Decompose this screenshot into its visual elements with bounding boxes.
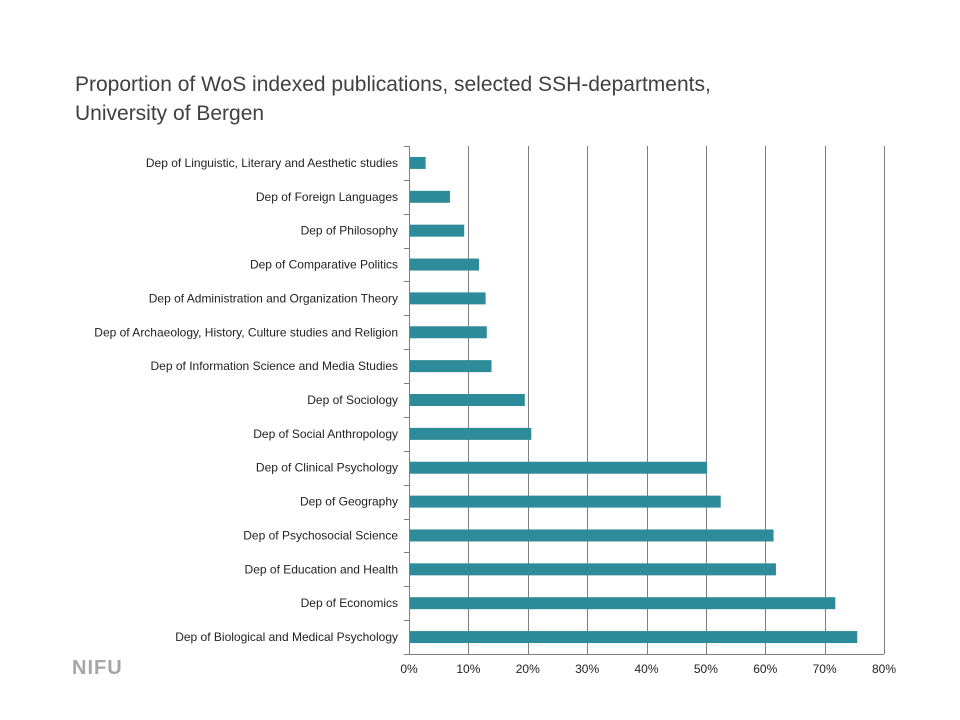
category-label: Dep of Economics	[301, 596, 398, 610]
category-label: Dep of Comparative Politics	[250, 258, 398, 272]
bar	[410, 563, 776, 576]
category-label: Dep of Education and Health	[245, 562, 398, 576]
bar	[410, 631, 858, 644]
bar	[410, 529, 774, 542]
bar	[410, 292, 486, 305]
x-tick-label: 70%	[813, 662, 837, 676]
bar	[410, 190, 450, 203]
page-title: Proportion of WoS indexed publications, …	[75, 70, 915, 128]
x-tick-label: 40%	[634, 662, 658, 676]
bar	[410, 495, 721, 508]
nifu-logo: NIFU	[72, 657, 123, 679]
x-tick-label: 50%	[694, 662, 718, 676]
bar	[410, 156, 426, 169]
x-tick-label: 60%	[753, 662, 777, 676]
category-label: Dep of Geography	[300, 495, 398, 509]
bar	[410, 326, 487, 339]
bar	[410, 394, 525, 406]
x-tick-label: 30%	[575, 662, 599, 676]
category-label: Dep of Linguistic, Literary and Aestheti…	[146, 156, 398, 170]
x-tick-label: 10%	[456, 662, 480, 676]
title-line-2: University of Bergen	[75, 102, 265, 125]
category-label: Dep of Philosophy	[301, 224, 398, 238]
category-label: Dep of Sociology	[307, 393, 398, 407]
bar	[410, 427, 532, 440]
x-tick-label: 20%	[516, 662, 540, 676]
x-tick-label: 0%	[400, 662, 418, 676]
category-label: Dep of Psychosocial Science	[243, 528, 398, 542]
category-label: Dep of Clinical Psychology	[256, 461, 398, 475]
category-label: Dep of Information Science and Media Stu…	[151, 359, 398, 373]
category-label: Dep of Foreign Languages	[256, 190, 398, 204]
bar	[410, 360, 492, 373]
category-label: Dep of Archaeology, History, Culture stu…	[94, 325, 398, 339]
bar	[410, 461, 708, 474]
category-label: Dep of Biological and Medical Psychology	[175, 630, 398, 644]
category-label: Dep of Administration and Organization T…	[149, 291, 398, 305]
title-line-1: Proportion of WoS indexed publications, …	[75, 73, 711, 96]
bar	[410, 597, 836, 610]
bar	[410, 224, 465, 237]
category-label: Dep of Social Anthropology	[253, 427, 398, 441]
x-tick-label: 80%	[872, 662, 896, 676]
bar	[410, 258, 480, 271]
